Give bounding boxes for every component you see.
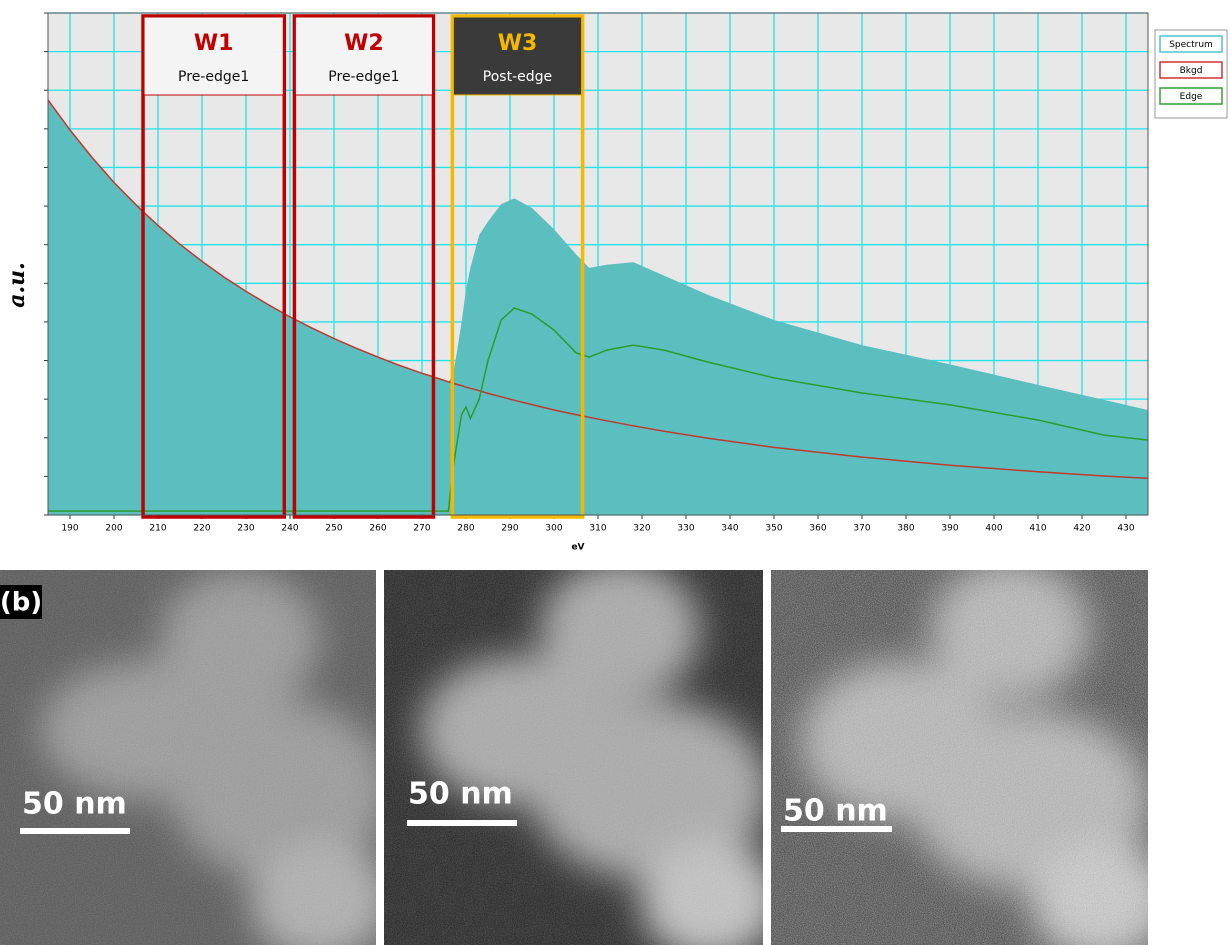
scale-bar — [407, 820, 517, 826]
x-tick-label: 360 — [809, 524, 826, 534]
scale-bar-label: 50 nm — [783, 794, 888, 829]
x-tick-label: 370 — [853, 524, 870, 534]
x-tick-label: 340 — [721, 524, 738, 534]
plot: 190 200 210 220 230 240 250 260 270 280 290 300 310 3… — [44, 13, 1148, 534]
x-tick-label: 430 — [1117, 524, 1134, 534]
x-tick-label: 400 — [985, 524, 1002, 534]
x-tick-label: 290 — [501, 524, 518, 534]
x-tick-label: 420 — [1073, 524, 1090, 534]
x-tick-label: 250 — [325, 524, 342, 534]
window-label: W1 — [194, 31, 234, 56]
x-tick-label: 230 — [237, 524, 254, 534]
legend-label: Edge — [1180, 92, 1203, 102]
window-sublabel: Pre-edge1 — [328, 69, 399, 85]
x-tick-label: 210 — [149, 524, 166, 534]
scale-bar-label: 50 nm — [22, 787, 127, 822]
panel-label: (b) — [0, 588, 42, 618]
legend-label: Bkgd — [1180, 66, 1203, 76]
figure: a.u. eV (b) 50 nm 50 nm 50 nm 190 200 210 2… — [0, 0, 1230, 945]
x-tick-label: 410 — [1029, 524, 1046, 534]
x-tick-label: 310 — [589, 524, 606, 534]
page: a.u. eV (b) 50 nm 50 nm 50 nm 190 200 210 2… — [0, 0, 1230, 945]
x-tick-label: 390 — [941, 524, 958, 534]
window-label: W2 — [344, 31, 384, 56]
image-panel — [0, 570, 390, 945]
x-tick-label: 190 — [61, 524, 78, 534]
scale-bar — [20, 828, 130, 834]
y-axis-label: a.u. — [4, 262, 30, 308]
x-tick-label: 380 — [897, 524, 914, 534]
x-axis-label: eV — [571, 543, 584, 553]
x-tick-label: 320 — [633, 524, 650, 534]
scale-bar-label: 50 nm — [408, 777, 513, 812]
window-sublabel: Post-edge — [483, 69, 552, 85]
x-tick-label: 300 — [545, 524, 562, 534]
x-tick-label: 330 — [677, 524, 694, 534]
x-tick-label: 240 — [281, 524, 298, 534]
x-tick-label: 220 — [193, 524, 210, 534]
window-label: W3 — [498, 31, 538, 56]
x-tick-label: 260 — [369, 524, 386, 534]
image-panel — [384, 560, 780, 945]
x-tick-label: 200 — [105, 524, 122, 534]
legend-label: Spectrum — [1169, 40, 1213, 50]
x-tick-label: 280 — [457, 524, 474, 534]
window-sublabel: Pre-edge1 — [178, 69, 249, 85]
scale-bar — [781, 826, 892, 832]
image-panel — [771, 560, 1170, 945]
x-tick-label: 350 — [765, 524, 782, 534]
x-tick-label: 270 — [413, 524, 430, 534]
